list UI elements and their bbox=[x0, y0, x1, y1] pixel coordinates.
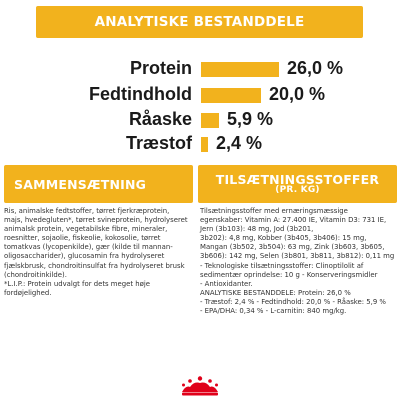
analysis-label: Protein bbox=[129, 58, 192, 78]
analysis-bar bbox=[201, 88, 261, 103]
footer bbox=[0, 372, 400, 400]
analytical-heading: ANALYTISKE BESTANDDELE bbox=[36, 6, 363, 38]
analysis-row: Fedtindhold 20,0 % bbox=[0, 84, 400, 108]
analysis-bar bbox=[201, 62, 279, 77]
analysis-bar bbox=[201, 113, 219, 128]
analysis-value: 2,4 % bbox=[216, 133, 263, 153]
analysis-label: Fedtindhold bbox=[89, 84, 192, 104]
additives-heading: TILSÆTNINGSSTOFFER bbox=[215, 171, 380, 187]
analysis-value: 5,9 % bbox=[227, 109, 274, 129]
analysis-label: Råaske bbox=[128, 109, 192, 129]
analysis-row: Råaske 5,9 % bbox=[0, 109, 400, 133]
additives-subheading: (pr. kg) bbox=[275, 184, 320, 195]
additives-heading-banner: TILSÆTNINGSSTOFFER (pr. kg) bbox=[198, 165, 397, 203]
additives-text: Tilsætningsstoffer med ernæringsmæssige … bbox=[200, 207, 395, 316]
analysis-label: Træstof bbox=[125, 133, 192, 153]
composition-heading: SAMMENSÆTNING bbox=[4, 165, 193, 203]
royal-canin-crown-logo bbox=[182, 376, 218, 396]
analysis-row: Træstof 2,4 % bbox=[0, 133, 400, 157]
composition-text: Ris, animalske fedtstoffer, tørret fjerk… bbox=[4, 207, 188, 297]
analysis-value: 26,0 % bbox=[287, 58, 344, 78]
analysis-row: Protein 26,0 % bbox=[0, 58, 400, 82]
analysis-value: 20,0 % bbox=[269, 84, 326, 104]
analysis-bar bbox=[201, 137, 208, 152]
